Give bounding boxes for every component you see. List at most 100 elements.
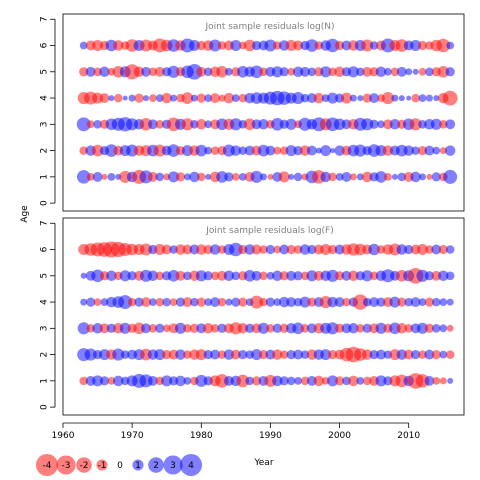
legend-bubble [179, 453, 203, 477]
residual-bubble [223, 349, 235, 360]
panel-log-n-frame [62, 13, 465, 212]
residual-bubble [299, 244, 311, 255]
residual-bubble [196, 119, 207, 130]
residual-bubble [272, 375, 283, 387]
residual-bubble [170, 94, 178, 102]
residual-bubble [217, 323, 227, 333]
residual-bubble [439, 298, 448, 306]
residual-bubble [189, 171, 200, 183]
residual-bubble [404, 244, 414, 255]
residual-bubble [238, 349, 248, 360]
residual-bubble [442, 90, 458, 106]
residual-bubble [278, 171, 290, 183]
residual-bubble [203, 271, 213, 281]
residual-bubble [183, 173, 191, 181]
residual-bubble [182, 297, 193, 308]
residual-bubble [307, 297, 317, 307]
residual-bubble [432, 146, 441, 155]
residual-bubble [195, 270, 207, 282]
residual-bubble [250, 170, 263, 183]
residual-bubble [381, 269, 395, 283]
x-tick-label: 1980 [190, 431, 213, 441]
residual-bubble [243, 39, 256, 52]
residual-bubble [443, 169, 458, 184]
residual-bubble [411, 93, 420, 103]
residual-bubble [162, 297, 171, 307]
residual-bubble [174, 322, 187, 334]
residual-bubble [285, 145, 297, 157]
residual-bubble [80, 272, 87, 279]
residual-bubble [258, 349, 269, 360]
residual-bubble [245, 376, 254, 386]
residual-bubble [416, 269, 429, 282]
residual-bubble [168, 171, 180, 183]
residual-bubble [175, 270, 186, 281]
residual-bubble [424, 271, 435, 281]
residual-bubble [112, 348, 125, 361]
residual-bubble [327, 375, 339, 387]
residual-bubble [210, 349, 221, 360]
residual-bubble [436, 38, 451, 53]
residual-bubble [389, 119, 401, 130]
residual-bubble [279, 67, 289, 77]
residual-bubble [403, 349, 414, 360]
legend-label: 3 [170, 461, 176, 471]
residual-bubble [195, 144, 208, 157]
residual-bubble [445, 271, 455, 281]
residual-bubble [361, 171, 373, 183]
residual-bubble [243, 270, 256, 282]
residual-bubble [250, 295, 264, 309]
legend-label: 2 [153, 461, 159, 471]
residual-bubble [397, 297, 407, 307]
residual-bubble [375, 171, 387, 183]
residual-bubble [257, 322, 270, 334]
legend-label: -2 [80, 461, 89, 471]
residual-bubble [230, 145, 242, 156]
residual-bubble [196, 66, 207, 77]
legend-bubble [76, 457, 92, 473]
residual-bubble [326, 269, 339, 282]
residual-bubble [327, 92, 339, 104]
residual-bubble [167, 144, 180, 157]
residual-bubble [127, 271, 137, 281]
residual-bubble [432, 324, 441, 333]
residual-bubble [210, 297, 221, 308]
residual-bubble [231, 297, 241, 307]
residual-bubble [300, 93, 310, 103]
residual-bubble [273, 298, 282, 306]
residual-bubble [446, 41, 455, 50]
x-axis-label: Year [253, 458, 273, 468]
residual-bubble [237, 323, 249, 334]
residual-bubble [300, 66, 310, 77]
residual-bubble [293, 271, 303, 281]
residual-bubble [161, 244, 172, 255]
residual-bubble [279, 244, 290, 255]
residual-bubble [439, 120, 448, 129]
residual-bubble [216, 171, 228, 183]
residual-bubble [320, 145, 332, 157]
residual-bubble [412, 68, 419, 75]
residual-bubble [335, 173, 344, 181]
residual-bubble [438, 244, 448, 255]
residual-bubble [175, 244, 186, 255]
residual-bubble [271, 118, 284, 131]
residual-bubble [244, 244, 255, 255]
residual-bubble [236, 374, 250, 388]
residual-bubble [369, 349, 379, 360]
residual-bubble [148, 67, 158, 77]
residual-bubble [181, 92, 194, 104]
residual-bubble [210, 324, 220, 333]
residual-bubble [225, 298, 233, 306]
residual-bubble [425, 245, 434, 254]
residual-bubble [382, 145, 394, 156]
residual-bubble [341, 171, 352, 182]
residual-bubble [175, 297, 186, 307]
residual-bubble [92, 323, 103, 334]
residual-bubble [307, 67, 317, 77]
residual-bubble [426, 173, 433, 180]
residual-bubble [99, 323, 110, 334]
residual-bubble [424, 323, 435, 333]
residual-bubble [139, 243, 153, 256]
residual-bubble [258, 119, 269, 130]
residual-bubble [375, 375, 387, 387]
